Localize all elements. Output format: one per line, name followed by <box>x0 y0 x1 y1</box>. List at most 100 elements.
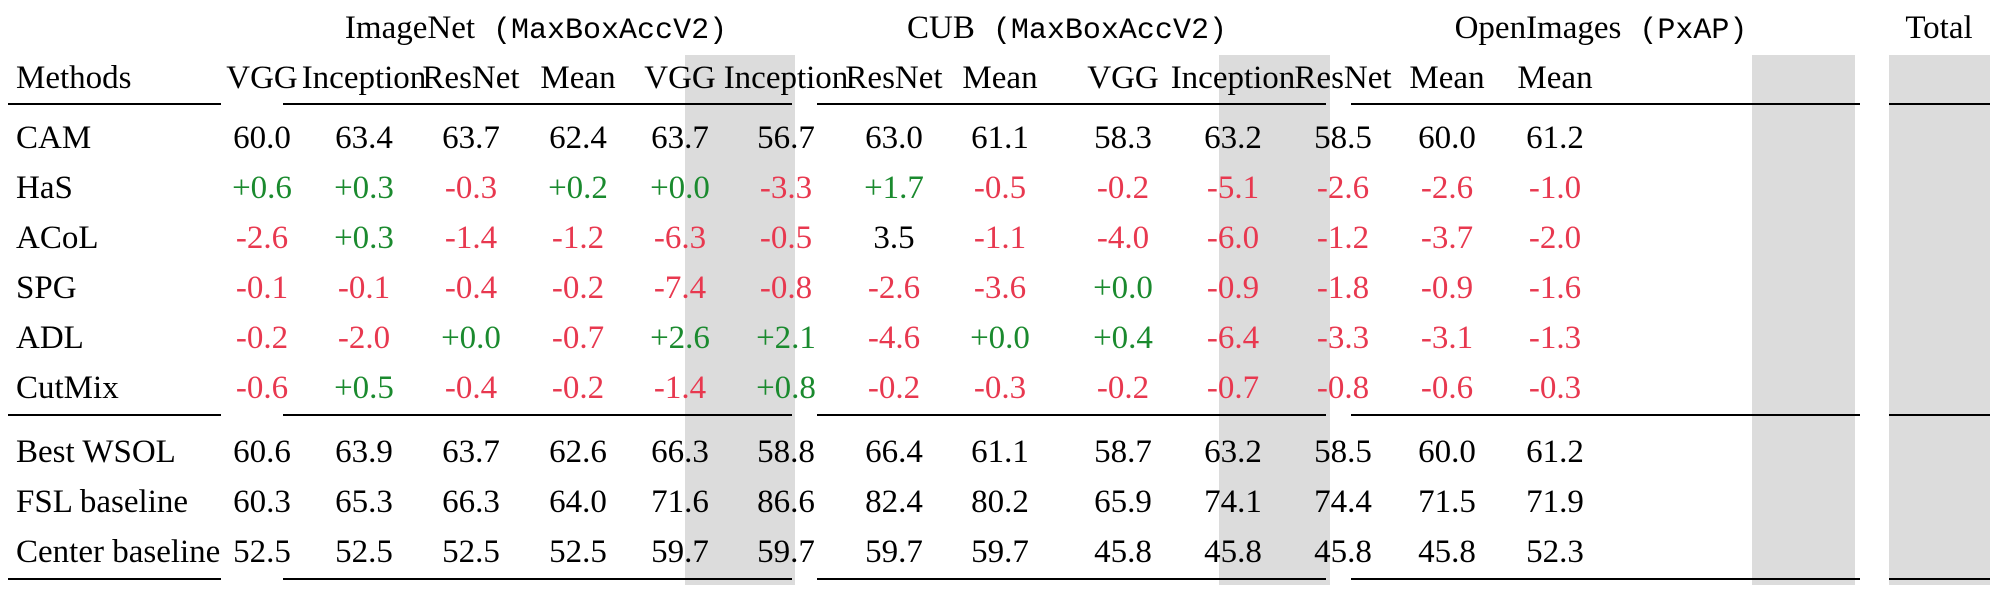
table-cell: 65.9 <box>1094 484 1152 520</box>
table-cell: -2.6 <box>235 220 289 256</box>
table-cell: 58.5 <box>1314 120 1372 156</box>
mean-column-shade <box>685 55 795 585</box>
table-cell: 59.7 <box>865 534 923 570</box>
method-name: Best WSOL <box>16 434 176 470</box>
group-metric: (PxAP) <box>1621 14 1748 48</box>
table-cell: -0.8 <box>759 270 813 306</box>
table-cell: 63.2 <box>1204 120 1262 156</box>
table-cell: +0.0 <box>1093 270 1153 306</box>
table-cell: +1.7 <box>864 170 924 206</box>
table-cell: +0.0 <box>441 320 501 356</box>
table-cell: -3.1 <box>1420 320 1474 356</box>
table-cell: -4.0 <box>1096 220 1150 256</box>
table-cell: +0.8 <box>756 370 816 406</box>
table-cell: 63.4 <box>335 120 393 156</box>
column-header: Inception <box>301 60 427 96</box>
table-cell: 66.4 <box>865 434 923 470</box>
methods-header: Methods <box>16 60 132 96</box>
table-cell: 58.3 <box>1094 120 1152 156</box>
table-cell: -0.5 <box>759 220 813 256</box>
mid-rule <box>1889 414 1990 416</box>
table-cell: -0.1 <box>235 270 289 306</box>
bottom-rule <box>817 578 1326 580</box>
table-cell: 52.5 <box>233 534 291 570</box>
group-header: OpenImages (PxAP) <box>1455 8 1748 48</box>
table-cell: -0.6 <box>235 370 289 406</box>
group-name: CUB <box>907 10 975 46</box>
method-name: Center baseline <box>16 534 221 570</box>
table-cell: 86.6 <box>757 484 815 520</box>
table-cell: +0.5 <box>334 370 394 406</box>
table-cell: 60.6 <box>233 434 291 470</box>
table-cell: -1.3 <box>1528 320 1582 356</box>
table-cell: 74.4 <box>1314 484 1372 520</box>
bottom-rule <box>1351 578 1860 580</box>
table-cell: -3.6 <box>973 270 1027 306</box>
table-cell: -0.4 <box>444 370 498 406</box>
table-cell: 71.9 <box>1526 484 1584 520</box>
method-name: CutMix <box>16 370 119 406</box>
mean-column-shade <box>1889 55 1990 585</box>
table-cell: 64.0 <box>549 484 607 520</box>
table-cell: +0.0 <box>970 320 1030 356</box>
table-cell: 82.4 <box>865 484 923 520</box>
table-cell: 80.2 <box>971 484 1029 520</box>
header-rule <box>283 103 792 105</box>
table-cell: -0.3 <box>973 370 1027 406</box>
group-name: OpenImages <box>1454 10 1622 46</box>
table-cell: -0.9 <box>1420 270 1474 306</box>
table-cell: 60.0 <box>1418 434 1476 470</box>
column-header: VGG <box>1087 60 1159 96</box>
mid-rule <box>817 414 1326 416</box>
table-cell: -1.6 <box>1528 270 1582 306</box>
table-cell: -1.4 <box>444 220 498 256</box>
table-cell: 61.1 <box>971 120 1029 156</box>
table-cell: -2.0 <box>337 320 391 356</box>
table-cell: -0.5 <box>973 170 1027 206</box>
header-rule <box>1889 103 1990 105</box>
table-cell: 59.7 <box>651 534 709 570</box>
mid-rule <box>283 414 792 416</box>
table-cell: 74.1 <box>1204 484 1262 520</box>
column-header: Inception <box>723 60 849 96</box>
table-cell: -1.8 <box>1316 270 1370 306</box>
table-cell: -0.3 <box>444 170 498 206</box>
table-cell: 52.5 <box>549 534 607 570</box>
column-header: VGG <box>226 60 298 96</box>
table-cell: -0.1 <box>337 270 391 306</box>
table-cell: 66.3 <box>651 434 709 470</box>
table-cell: 63.7 <box>442 120 500 156</box>
table-cell: -0.2 <box>1096 370 1150 406</box>
table-cell: -0.2 <box>867 370 921 406</box>
table-cell: -0.3 <box>1528 370 1582 406</box>
column-header: ResNet <box>1294 60 1392 96</box>
table-cell: -2.0 <box>1528 220 1582 256</box>
table-cell: 52.3 <box>1526 534 1584 570</box>
group-name: Total <box>1905 10 1973 46</box>
table-cell: -0.6 <box>1420 370 1474 406</box>
column-header: Mean <box>1409 60 1485 96</box>
table-cell: -2.6 <box>1420 170 1474 206</box>
table-cell: -3.3 <box>1316 320 1370 356</box>
table-cell: 61.1 <box>971 434 1029 470</box>
table-cell: -6.4 <box>1206 320 1260 356</box>
method-name: SPG <box>16 270 77 306</box>
table-cell: -2.6 <box>867 270 921 306</box>
table-cell: +0.4 <box>1093 320 1153 356</box>
column-header: Mean <box>962 60 1038 96</box>
column-header: VGG <box>644 60 716 96</box>
table-cell: 63.7 <box>651 120 709 156</box>
table-cell: +0.3 <box>334 220 394 256</box>
table-cell: -3.7 <box>1420 220 1474 256</box>
group-header: Total <box>1905 8 1972 48</box>
table-cell: +0.6 <box>232 170 292 206</box>
table-cell: -7.4 <box>653 270 707 306</box>
table-cell: 63.2 <box>1204 434 1262 470</box>
table-cell: -1.0 <box>1528 170 1582 206</box>
table-cell: +0.2 <box>548 170 608 206</box>
table-cell: 71.5 <box>1418 484 1476 520</box>
table-cell: 59.7 <box>757 534 815 570</box>
table-cell: +2.6 <box>650 320 710 356</box>
table-cell: -1.4 <box>653 370 707 406</box>
method-name: ADL <box>16 320 84 356</box>
